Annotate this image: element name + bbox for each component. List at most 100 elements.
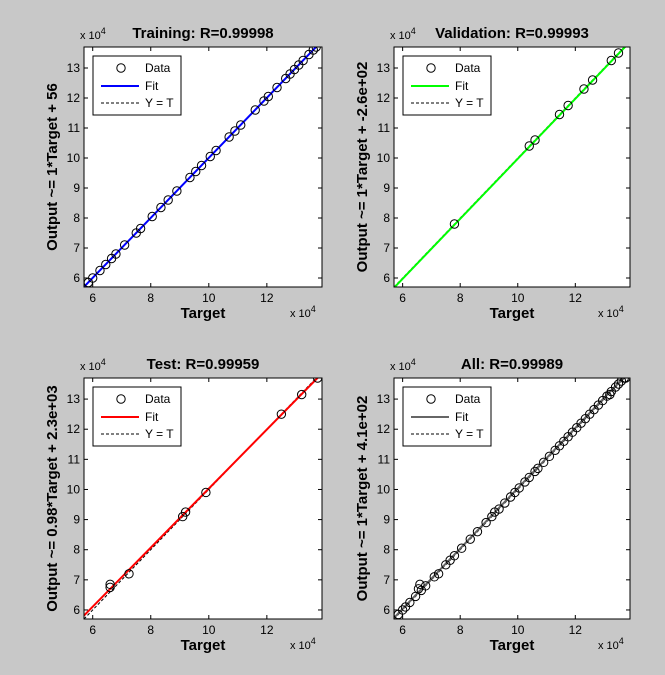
data-point — [124, 569, 134, 579]
y-tick-label: 7 — [383, 573, 390, 587]
plot-content — [84, 378, 322, 619]
x-tick-label: 10 — [202, 623, 216, 637]
y-tick-label: 8 — [383, 211, 390, 225]
data-point — [620, 378, 630, 383]
x-axis-label: Target — [181, 637, 226, 654]
data-point — [185, 172, 195, 183]
x-axis-multiplier: x 104 — [598, 636, 624, 652]
data-point — [616, 378, 627, 386]
data-point — [538, 457, 549, 468]
chart-panel-2: 6 8 10 12 6 7 8 9 10 11 12 13 x 104 x 104 Validation: … — [354, 25, 631, 322]
y-tick-label: 9 — [73, 513, 80, 527]
legend-label-data: Data — [145, 392, 171, 406]
data-point — [101, 259, 111, 270]
data-point — [544, 451, 555, 462]
x-axis-exponent: 4 — [619, 304, 624, 314]
axes-box — [83, 46, 323, 288]
y-tick-label: 8 — [383, 543, 390, 557]
data-point — [415, 579, 425, 590]
y-tick-label: 12 — [377, 422, 391, 436]
legend-label-identity: Y = T — [145, 96, 174, 110]
data-point — [111, 249, 121, 259]
y-tick-label: 13 — [67, 392, 81, 406]
y-axis-label: Output ~= 1*Target + 56 — [44, 83, 61, 251]
y-tick-label: 13 — [377, 61, 391, 75]
x-tick-label: 8 — [457, 623, 464, 637]
legend-label-fit: Fit — [455, 79, 469, 93]
legend: Data Fit Y = T — [92, 55, 182, 116]
data-point — [487, 511, 497, 522]
y-tick-label: 6 — [383, 603, 390, 617]
x-tick-label: 6 — [89, 623, 96, 637]
y-axis-multiplier: x 104 — [390, 357, 416, 373]
data-point — [135, 223, 146, 234]
chart-panel-1: 6 8 10 12 6 7 8 9 10 11 12 13 x 104 x 104 Training: R=… — [44, 25, 323, 322]
legend-label-fit: Fit — [145, 79, 159, 93]
y-tick-label: 6 — [73, 271, 80, 285]
data-point — [147, 211, 157, 222]
plot-content — [394, 47, 627, 287]
data-point — [610, 382, 621, 392]
data-point — [524, 472, 534, 483]
y-axis-multiplier: x 104 — [80, 26, 106, 42]
x-axis-multiplier: x 104 — [290, 636, 316, 652]
x-tick-label: 10 — [511, 623, 525, 637]
data-point — [524, 141, 534, 151]
data-point — [472, 526, 483, 537]
y-tick-label: 7 — [73, 241, 80, 255]
data-point — [563, 100, 573, 111]
data-point — [514, 483, 524, 493]
chart-title: Validation: R=0.99993 — [435, 25, 589, 42]
x-tick-label: 6 — [399, 291, 406, 305]
data-point — [211, 145, 221, 156]
data-point — [201, 487, 211, 498]
data-point — [579, 84, 589, 94]
data-point — [263, 91, 274, 102]
data-point — [465, 534, 475, 544]
y-axis-multiplier: x 104 — [80, 357, 106, 373]
data-point — [449, 219, 460, 229]
legend-data-marker — [116, 394, 126, 404]
y-tick-label: 10 — [67, 151, 81, 165]
data-point — [456, 543, 467, 553]
data-point — [311, 47, 321, 52]
legend-label-identity: Y = T — [455, 427, 484, 441]
chart-title: All: R=0.99989 — [461, 356, 563, 373]
y-axis-exponent: 4 — [411, 26, 416, 36]
data-point — [177, 511, 188, 522]
y-tick-label: 12 — [67, 91, 81, 105]
legend-label-data: Data — [455, 392, 481, 406]
data-point — [172, 186, 182, 196]
y-tick-label: 6 — [383, 271, 390, 285]
x-tick-label: 6 — [89, 291, 96, 305]
x-tick-label: 6 — [399, 623, 406, 637]
data-point — [105, 582, 115, 593]
y-tick-label: 8 — [73, 543, 80, 557]
data-point — [530, 135, 540, 145]
data-point — [95, 265, 105, 276]
data-point — [88, 273, 98, 283]
x-axis-exponent: 4 — [619, 636, 624, 646]
chart-panel-3: 6 8 10 12 6 7 8 9 10 11 12 13 x 104 x 104 Test: R=0.99… — [44, 356, 323, 654]
data-point — [312, 378, 322, 383]
x-tick-label: 8 — [147, 623, 154, 637]
chart-title: Training: R=0.99998 — [132, 25, 273, 42]
chart-panel-4: 6 8 10 12 6 7 8 9 10 11 12 13 x 104 x 104 All: R=0.999… — [354, 356, 631, 654]
data-point — [272, 82, 282, 93]
data-point — [205, 151, 215, 162]
plot-content — [394, 378, 630, 619]
data-point — [196, 160, 207, 171]
legend-label-identity: Y = T — [145, 427, 174, 441]
y-axis-label: Output ~= 1*Target + 4.1e+02 — [354, 396, 371, 602]
y-tick-label: 6 — [73, 603, 80, 617]
data-point — [405, 597, 415, 608]
legend-data-marker — [116, 63, 126, 73]
legend: Data Fit Y = T — [402, 386, 492, 447]
x-axis-multiplier: x 104 — [598, 304, 624, 320]
x-tick-label: 8 — [147, 291, 154, 305]
legend-label-data: Data — [455, 61, 481, 75]
x-axis-label: Target — [181, 305, 226, 322]
data-point — [433, 569, 444, 579]
